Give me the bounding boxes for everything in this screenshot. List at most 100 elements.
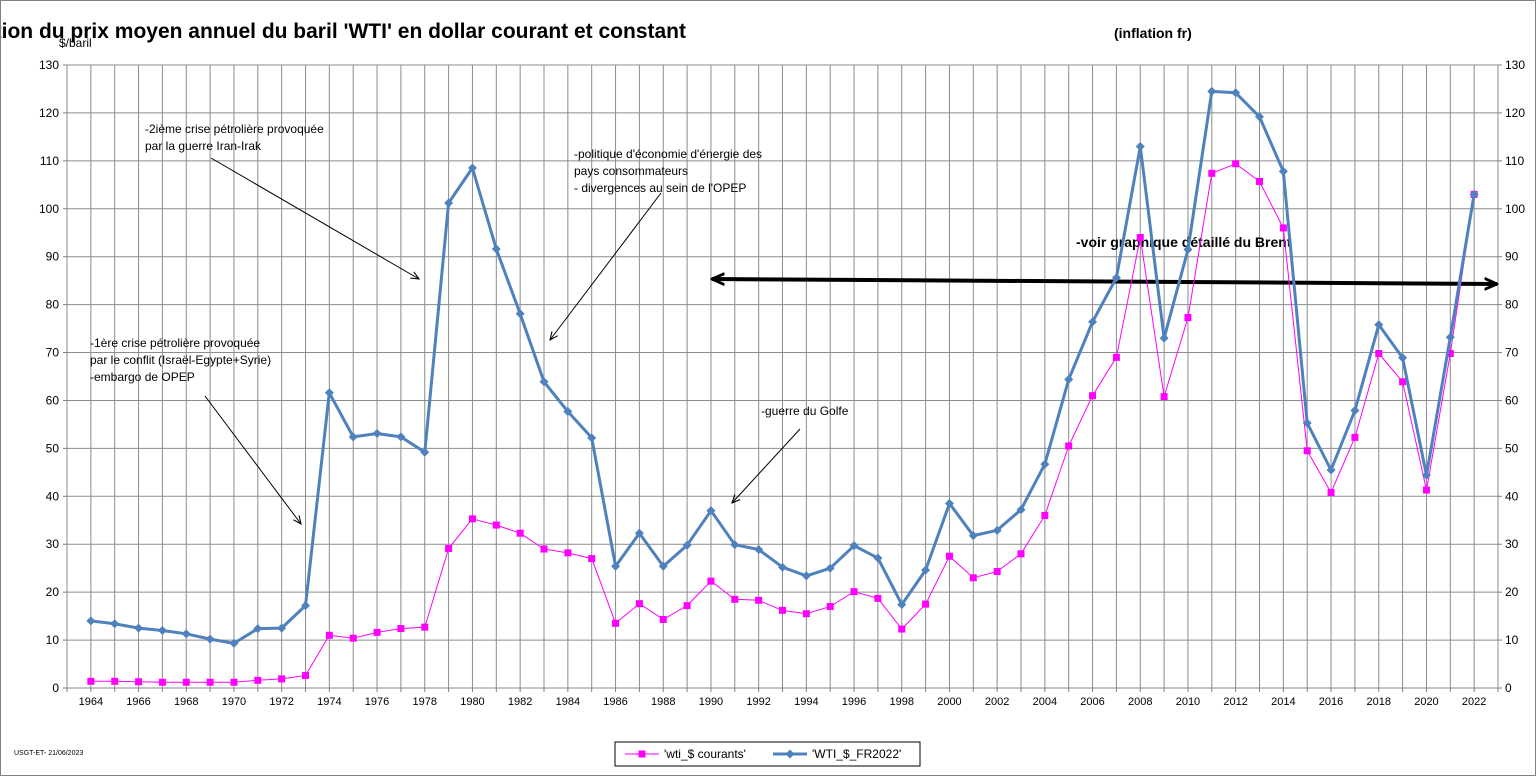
x-tick-label: 1970: [222, 696, 246, 708]
data-point-constant: [491, 244, 501, 254]
y-tick-label: 130: [39, 58, 59, 72]
x-tick-label: 2004: [1033, 696, 1057, 708]
y-tick-label: 30: [46, 537, 60, 551]
data-point-courant: [1351, 433, 1359, 441]
y-tick-label: 70: [46, 346, 60, 360]
annotation-line: -politique d'économie d'énergie des: [574, 147, 762, 161]
footer-note: USGT-ET- 21/06/2023: [14, 750, 83, 757]
data-point-courant: [1160, 393, 1168, 401]
data-point-constant: [563, 406, 573, 416]
data-point-courant: [206, 678, 214, 686]
arrow-policy: [550, 192, 662, 340]
data-point-courant: [635, 600, 643, 608]
x-tick-label: 2020: [1414, 696, 1438, 708]
data-point-constant: [539, 377, 549, 387]
data-point-courant: [945, 552, 953, 560]
data-point-constant: [1445, 332, 1455, 342]
x-tick-label: 1982: [508, 696, 532, 708]
data-point-courant: [1136, 234, 1144, 242]
data-point-constant: [324, 388, 334, 398]
x-tick-label: 1974: [317, 696, 341, 708]
data-point-courant: [373, 628, 381, 636]
data-point-constant: [1398, 353, 1408, 363]
data-point-constant: [1255, 112, 1264, 122]
x-tick-label: 2018: [1367, 696, 1391, 708]
data-point-constant: [849, 541, 859, 551]
data-point-courant: [516, 529, 524, 537]
y-tick-label: 80: [46, 298, 60, 312]
x-tick-label: 1994: [794, 696, 818, 708]
data-point-courant: [230, 678, 238, 686]
data-point-courant: [1041, 511, 1049, 519]
data-point-constant: [157, 625, 167, 635]
data-point-constant: [873, 553, 883, 563]
data-point-courant: [755, 596, 763, 604]
data-point-courant: [969, 574, 977, 582]
x-tick-label: 2006: [1080, 696, 1104, 708]
data-point-courant: [1112, 353, 1120, 361]
data-point-constant: [205, 634, 215, 644]
data-point-courant: [779, 606, 786, 614]
data-point-constant: [1135, 141, 1145, 151]
x-tick-label: 1978: [413, 696, 437, 708]
y-tick-label: 20: [46, 585, 60, 599]
data-point-constant: [1064, 374, 1074, 384]
y-tick-label: 10: [46, 633, 60, 647]
x-tick-label: 1964: [79, 696, 103, 708]
data-point-courant: [349, 634, 357, 642]
x-tick-label: 2022: [1462, 696, 1486, 708]
data-point-constant: [348, 432, 358, 442]
y-axis-label: $/baril: [59, 36, 92, 50]
data-point-constant: [277, 623, 287, 633]
y2-tick-label: 50: [1505, 441, 1519, 455]
annotations: -2ième crise pétrolière provoquée par la …: [90, 122, 1497, 524]
annotation-line: pays consommateurs: [574, 164, 688, 178]
data-point-constant: [587, 433, 597, 443]
data-point-constant: [658, 561, 668, 571]
data-point-constant: [1183, 245, 1193, 255]
data-point-courant: [111, 677, 119, 685]
annotation-policy: -politique d'économie d'énergie des pays …: [574, 147, 762, 195]
annotation-line: -2ième crise pétrolière provoquée: [145, 122, 324, 136]
legend-box: [614, 741, 921, 767]
data-point-constant: [1159, 333, 1169, 343]
data-point-courant: [564, 549, 572, 557]
annotation-brent: -voir graphique détaillé du Brent: [1076, 234, 1292, 250]
data-point-courant: [1089, 392, 1097, 400]
data-point-courant: [1375, 349, 1383, 357]
data-point-courant: [1399, 378, 1407, 386]
data-point-constant: [897, 600, 907, 610]
y-tick-label: 90: [46, 250, 60, 264]
data-point-constant: [682, 540, 692, 550]
y2-tick-label: 90: [1505, 250, 1519, 264]
y-tick-label: 0: [52, 681, 59, 695]
y-tick-label: 60: [46, 393, 60, 407]
data-point-constant: [1469, 189, 1479, 199]
data-point-constant: [1016, 505, 1026, 515]
data-point-courant: [135, 678, 143, 686]
y2-tick-label: 60: [1505, 393, 1519, 407]
y2-tick-label: 30: [1505, 537, 1519, 551]
y-tick-label: 50: [46, 441, 60, 455]
data-point-courant: [683, 602, 691, 610]
grid: [66, 64, 1499, 689]
data-point-courant: [445, 545, 453, 553]
data-point-courant: [1256, 177, 1263, 185]
x-tick-label: 2000: [937, 696, 961, 708]
data-point-courant: [278, 675, 286, 683]
data-point-constant: [1350, 406, 1360, 416]
data-point-constant: [921, 565, 931, 575]
data-point-courant: [421, 623, 429, 631]
data-point-constant: [801, 571, 811, 581]
x-tick-label: 2008: [1128, 696, 1152, 708]
y2-tick-label: 80: [1505, 298, 1519, 312]
data-point-constant: [467, 163, 477, 173]
data-point-courant: [612, 619, 620, 627]
data-point-courant: [540, 545, 548, 553]
y2-tick-label: 130: [1505, 58, 1525, 72]
data-point-courant: [826, 603, 834, 611]
data-point-constant: [181, 629, 191, 639]
data-point-courant: [397, 625, 405, 633]
y-tick-label: 110: [40, 154, 59, 168]
data-point-constant: [1278, 166, 1288, 176]
